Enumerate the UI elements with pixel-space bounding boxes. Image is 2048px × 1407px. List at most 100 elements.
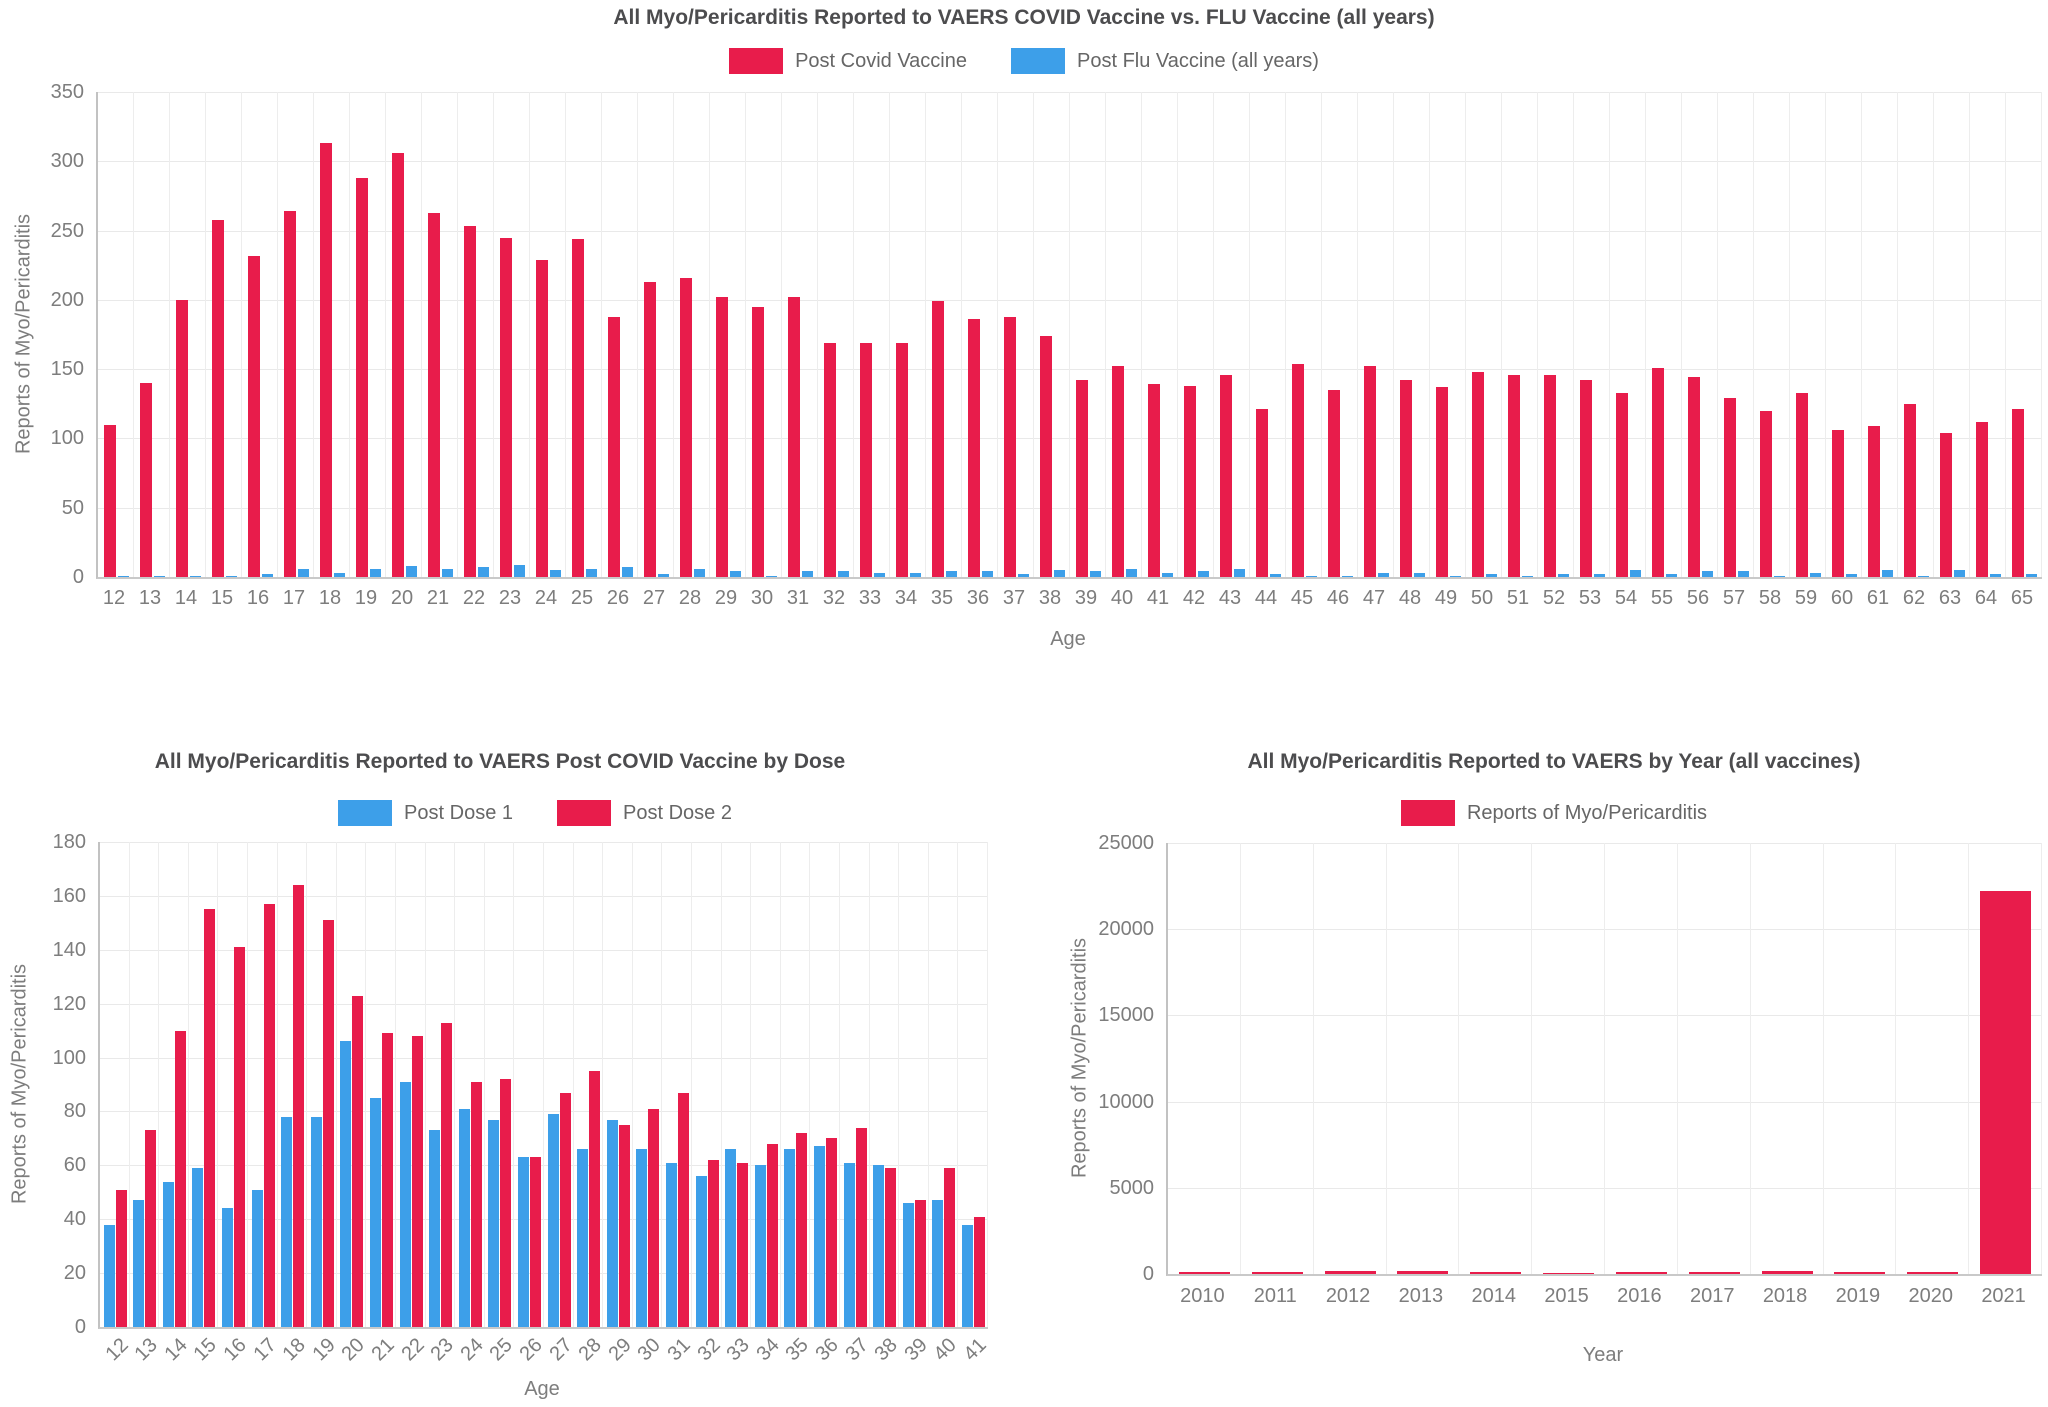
x-tick-text: 18 — [278, 1334, 311, 1366]
bar-post-dose-1-39 — [902, 1203, 914, 1327]
x-tick-label: 55 — [1650, 587, 1674, 609]
x-tick-label: 2019 — [1835, 1285, 1881, 1307]
h-gridline — [100, 1111, 988, 1113]
bar-post-dose-2-16 — [233, 947, 245, 1327]
x-tick-label: 45 — [1290, 587, 1314, 609]
v-gridline — [1895, 843, 1897, 1274]
v-gridline — [1105, 92, 1106, 577]
bar-post-flu-vaccine-all-years--43 — [1233, 568, 1245, 577]
bar-post-covid-vaccine-57 — [1723, 398, 1736, 577]
bar-post-dose-1-16 — [221, 1208, 233, 1327]
v-gridline — [1676, 843, 1678, 1274]
bar-post-covid-vaccine-36 — [967, 319, 980, 577]
v-gridline — [817, 92, 818, 577]
v-gridline — [1357, 92, 1358, 577]
bar-post-covid-vaccine-48 — [1399, 380, 1412, 577]
x-tick-text: 20 — [338, 1334, 370, 1366]
bar-post-dose-2-34 — [766, 1143, 778, 1327]
v-gridline — [868, 842, 870, 1327]
x-tick-label: 16 — [246, 587, 270, 609]
y-tick-label: 120 — [52, 992, 86, 1015]
v-gridline — [927, 842, 929, 1327]
v-gridline — [691, 842, 692, 1327]
x-tick-label: 62 — [1902, 587, 1926, 609]
legend-item[interactable]: Post Covid Vaccine — [729, 48, 967, 74]
v-gridline — [601, 92, 602, 577]
bar-post-covid-vaccine-30 — [751, 306, 764, 577]
v-gridline — [781, 92, 782, 577]
legend-label: Reports of Myo/Pericarditis — [1466, 801, 1708, 824]
v-gridline — [1141, 92, 1142, 577]
bar-post-dose-2-26 — [529, 1157, 541, 1327]
x-tick-text: 15 — [190, 1334, 222, 1366]
x-tick-label: 17 — [282, 587, 306, 609]
bar-post-covid-vaccine-54 — [1615, 392, 1628, 577]
bar-post-covid-vaccine-32 — [823, 342, 836, 577]
bar-post-flu-vaccine-all-years--40 — [1125, 568, 1137, 577]
bar-reports-of-myo-pericarditis-2015 — [1543, 1272, 1595, 1274]
h-gridline — [100, 1057, 988, 1059]
legend: Reports of Myo/Pericarditis — [1060, 800, 2048, 826]
bar-post-dose-1-36 — [813, 1146, 825, 1327]
bar-post-dose-1-28 — [577, 1149, 589, 1327]
legend-item[interactable]: Post Dose 2 — [557, 800, 732, 826]
bar-reports-of-myo-pericarditis-2014 — [1470, 1272, 1522, 1274]
x-tick-label: 58 — [1758, 587, 1782, 609]
bar-post-covid-vaccine-60 — [1831, 430, 1844, 577]
bar-post-dose-2-39 — [914, 1200, 926, 1327]
x-tick-text: 12 — [101, 1334, 133, 1366]
x-tick-text: 24 — [456, 1334, 488, 1366]
bar-post-covid-vaccine-22 — [463, 226, 476, 577]
bar-reports-of-myo-pericarditis-2012 — [1324, 1271, 1376, 1274]
v-gridline — [1385, 843, 1387, 1274]
x-tick-label: 57 — [1722, 587, 1746, 609]
y-tick-label: 160 — [52, 884, 86, 907]
v-gridline — [1458, 843, 1460, 1274]
bar-post-flu-vaccine-all-years--63 — [1953, 570, 1965, 577]
bar-post-covid-vaccine-29 — [715, 297, 728, 577]
x-tick-label: 22 — [462, 587, 486, 609]
legend: Post Dose 1 Post Dose 2 — [0, 800, 1070, 826]
x-tick-label: 48 — [1398, 587, 1422, 609]
v-gridline — [1609, 92, 1610, 577]
legend-label: Post Flu Vaccine (all years) — [1077, 49, 1319, 72]
legend-item[interactable]: Reports of Myo/Pericarditis — [1400, 800, 1708, 826]
v-gridline — [1717, 92, 1718, 577]
v-gridline — [1531, 843, 1533, 1274]
x-tick-label: 37 — [1002, 587, 1026, 609]
bar-post-covid-vaccine-23 — [499, 237, 512, 577]
bar-post-flu-vaccine-all-years--27 — [657, 574, 669, 577]
bar-post-covid-vaccine-61 — [1867, 425, 1880, 577]
v-gridline — [385, 92, 386, 577]
h-gridline — [98, 299, 2042, 301]
bar-post-covid-vaccine-65 — [2011, 409, 2024, 577]
bar-post-dose-1-26 — [517, 1157, 529, 1327]
v-gridline — [779, 842, 781, 1327]
bar-post-covid-vaccine-50 — [1471, 371, 1484, 577]
bar-post-dose-1-25 — [488, 1119, 500, 1327]
v-gridline — [565, 92, 566, 577]
v-gridline — [1213, 92, 1214, 577]
bar-post-flu-vaccine-all-years--44 — [1269, 574, 1281, 577]
bar-post-dose-1-23 — [429, 1130, 441, 1327]
v-gridline — [2041, 92, 2042, 577]
x-tick-label: 2011 — [1253, 1285, 1297, 1307]
bar-post-dose-2-31 — [677, 1092, 689, 1327]
bar-post-flu-vaccine-all-years--31 — [801, 571, 813, 577]
legend-item[interactable]: Post Flu Vaccine (all years) — [1011, 48, 1319, 74]
x-tick-label: 64 — [1974, 587, 1998, 609]
v-gridline — [1933, 92, 1934, 577]
bar-post-covid-vaccine-45 — [1291, 363, 1304, 577]
bar-post-flu-vaccine-all-years--12 — [117, 575, 129, 577]
x-tick-label: 65 — [2010, 587, 2034, 609]
legend-item[interactable]: Post Dose 1 — [338, 800, 513, 826]
bar-post-covid-vaccine-46 — [1327, 389, 1340, 577]
bar-post-dose-2-41 — [973, 1216, 985, 1327]
v-gridline — [2041, 843, 2042, 1274]
x-tick-text: 19 — [308, 1334, 340, 1366]
v-gridline — [247, 842, 248, 1327]
h-gridline — [1168, 1015, 2042, 1017]
v-gridline — [1285, 92, 1286, 577]
h-gridline — [98, 438, 2042, 440]
x-tick-label: 24 — [534, 587, 558, 609]
